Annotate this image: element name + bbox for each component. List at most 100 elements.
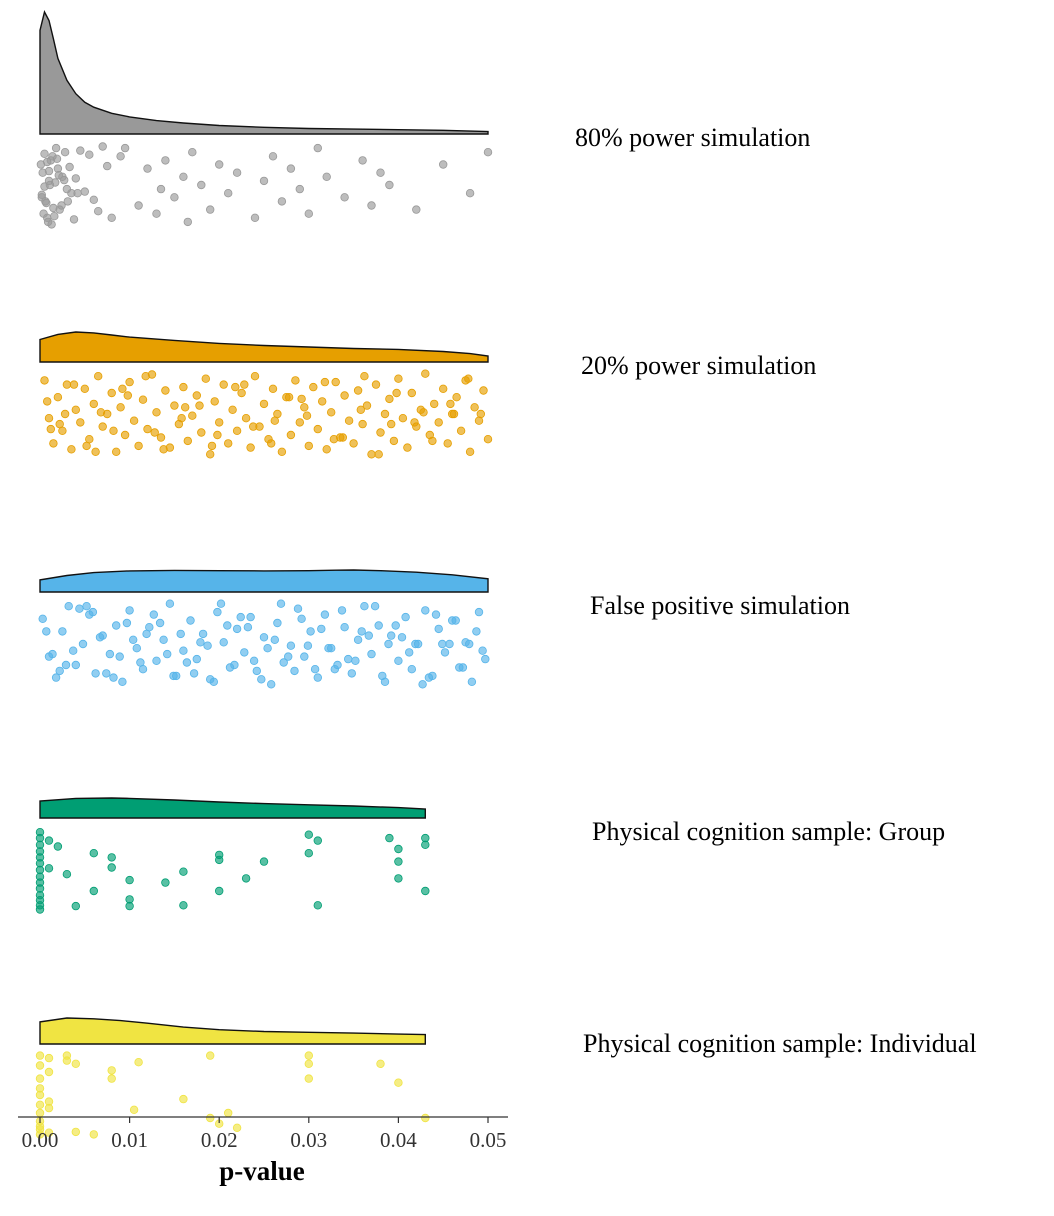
- data-point: [107, 853, 116, 862]
- data-point: [378, 671, 387, 681]
- data-point: [134, 441, 143, 451]
- data-point: [169, 671, 178, 681]
- density-area: [39, 10, 489, 135]
- data-point: [195, 401, 204, 410]
- data-point: [367, 450, 376, 459]
- data-point: [236, 612, 245, 622]
- data-point: [318, 397, 327, 406]
- data-point: [230, 660, 239, 670]
- data-point: [214, 886, 224, 896]
- data-point: [367, 201, 376, 210]
- data-point: [96, 408, 106, 417]
- data-point: [161, 878, 170, 887]
- data-point: [149, 610, 158, 619]
- data-point: [118, 384, 127, 393]
- data-point: [309, 382, 318, 392]
- data-point: [286, 641, 296, 650]
- data-point: [35, 1108, 45, 1118]
- data-point: [267, 439, 276, 448]
- data-point: [88, 607, 98, 617]
- data-point: [214, 160, 224, 169]
- data-point: [407, 388, 416, 398]
- data-point: [340, 391, 349, 400]
- data-point: [297, 394, 306, 404]
- data-point: [304, 849, 313, 858]
- data-point: [438, 639, 447, 649]
- data-point: [179, 867, 188, 876]
- data-point: [358, 156, 367, 165]
- data-point: [89, 886, 98, 896]
- data-point: [48, 649, 57, 659]
- data-point: [85, 150, 94, 159]
- data-point: [162, 649, 172, 659]
- data-point: [241, 414, 251, 423]
- x-axis-title: p-value: [219, 1156, 305, 1186]
- data-point: [297, 614, 306, 623]
- data-point: [177, 414, 186, 423]
- data-point: [192, 391, 201, 400]
- series-label: 20% power simulation: [581, 351, 816, 380]
- data-point: [159, 445, 168, 454]
- data-point: [259, 399, 269, 409]
- data-point: [445, 639, 454, 649]
- data-point: [338, 433, 347, 442]
- data-point: [394, 374, 403, 383]
- data-point: [304, 830, 313, 839]
- data-point: [304, 1051, 313, 1060]
- data-point: [223, 439, 233, 448]
- data-point: [411, 639, 420, 649]
- data-point: [397, 633, 407, 642]
- data-point: [403, 443, 412, 452]
- data-point: [295, 418, 304, 427]
- data-point: [259, 176, 269, 186]
- data-point: [232, 1123, 242, 1132]
- data-point: [116, 403, 125, 412]
- data-point: [179, 901, 188, 910]
- data-point: [150, 428, 159, 437]
- data-point: [123, 391, 132, 400]
- data-point: [89, 399, 98, 409]
- data-point: [156, 184, 166, 194]
- data-point: [37, 193, 46, 202]
- data-point: [304, 1074, 313, 1083]
- x-axis: 0.00 0.01 0.02 0.03 0.04 0.05 p-value: [18, 1116, 508, 1186]
- data-point: [205, 450, 215, 459]
- data-point: [132, 644, 141, 653]
- data-point: [276, 599, 286, 608]
- data-point: [286, 164, 296, 173]
- data-point: [125, 901, 134, 911]
- data-point: [398, 414, 408, 423]
- data-point: [69, 380, 79, 389]
- data-point: [231, 382, 240, 392]
- data-point: [58, 627, 67, 636]
- data-point: [125, 606, 134, 615]
- data-point: [286, 430, 296, 440]
- data-point: [327, 408, 336, 417]
- data-point: [35, 905, 45, 914]
- data-point: [122, 618, 132, 628]
- data-point: [360, 602, 369, 611]
- data-point: [385, 394, 394, 404]
- data-point: [107, 213, 116, 222]
- data-point: [40, 182, 49, 191]
- data-point: [161, 386, 170, 395]
- data-point: [331, 377, 340, 387]
- data-point: [391, 621, 400, 630]
- series-1: [36, 10, 493, 229]
- data-point: [367, 649, 376, 659]
- data-point: [98, 422, 107, 431]
- data-point: [159, 635, 168, 644]
- data-point: [179, 382, 188, 392]
- data-point: [54, 170, 63, 180]
- data-point: [237, 388, 246, 398]
- data-point: [63, 197, 72, 206]
- data-point: [277, 447, 287, 456]
- data-point: [189, 669, 199, 678]
- data-point: [357, 627, 366, 636]
- data-point: [44, 836, 54, 845]
- data-point: [210, 397, 219, 406]
- data-point: [385, 833, 394, 843]
- data-point: [407, 665, 416, 674]
- data-point: [155, 618, 165, 628]
- data-point: [376, 428, 385, 437]
